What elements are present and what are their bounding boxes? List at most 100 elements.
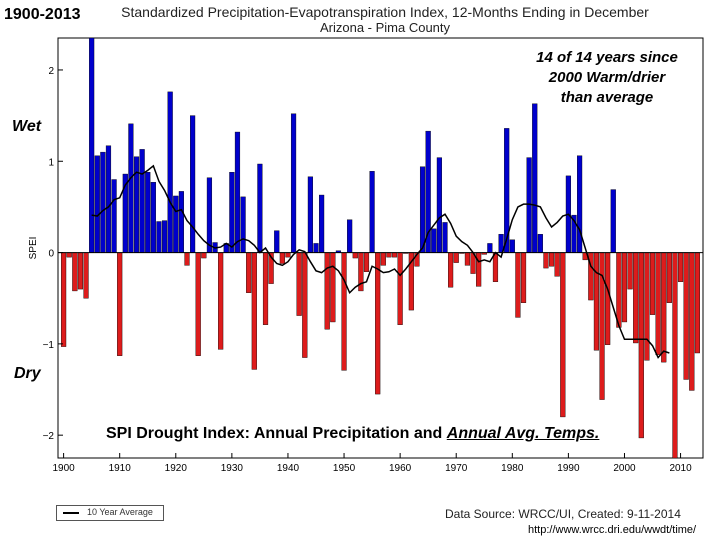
bar-1998	[610, 189, 616, 253]
bar-1917	[156, 221, 162, 253]
bar-2009	[672, 252, 678, 459]
bar-1936	[262, 252, 269, 325]
chart-title: Standardized Precipitation-Evapotranspir…	[121, 4, 649, 20]
caption-underlined: Annual Avg. Temps.	[446, 425, 600, 442]
bar-1946	[319, 194, 325, 253]
bar-1945	[313, 243, 319, 253]
bar-1921	[178, 191, 184, 253]
bar-1928	[218, 252, 224, 350]
bar-1951	[347, 219, 353, 253]
bar-1913	[133, 156, 140, 253]
x-tick-label-1910: 1910	[109, 463, 132, 474]
bar-1926	[206, 177, 213, 253]
bar-1950	[341, 252, 347, 371]
bar-2003	[638, 252, 644, 439]
bar-1910	[117, 252, 123, 356]
x-tick-label-1990: 1990	[557, 463, 580, 474]
legend: 10 Year Average	[56, 505, 164, 521]
bar-1952	[352, 252, 358, 259]
bar-1968	[442, 222, 448, 253]
bar-1908	[105, 145, 112, 253]
bar-1995	[593, 252, 600, 351]
bar-1992	[577, 155, 583, 253]
bar-1935	[257, 163, 263, 253]
bar-1989	[560, 252, 566, 418]
x-tick-label-1980: 1980	[501, 463, 524, 474]
wet-label: Wet	[12, 118, 42, 135]
bar-1976	[487, 243, 493, 253]
bar-1999	[616, 252, 622, 328]
bar-1954	[363, 252, 370, 272]
bar-2010	[677, 252, 684, 282]
x-tick-label-1940: 1940	[277, 463, 300, 474]
bar-1901	[66, 252, 72, 258]
bar-2005	[649, 252, 656, 315]
bar-2004	[644, 252, 650, 361]
caption: SPI Drought Index: Annual Precipitation …	[106, 425, 599, 443]
axes-group: 1900 1910 1920 1930 1940 1950 1960 1970 1980 1990…	[43, 66, 693, 474]
x-tick-label-2000: 2000	[613, 463, 636, 474]
bar-2013	[694, 252, 700, 354]
source-url: http://www.wrcc.dri.edu/wwdt/time/	[528, 524, 697, 536]
bar-1925	[201, 252, 207, 259]
bar-1938	[274, 230, 280, 253]
bar-1942	[296, 252, 302, 316]
bar-1912	[128, 123, 134, 253]
data-source-note: Data Source: WRCC/UI, Created: 9-11-2014	[445, 507, 681, 521]
bar-1980	[509, 239, 515, 253]
x-tick-label-1900: 1900	[52, 463, 75, 474]
bar-1933	[246, 252, 252, 293]
bar-1987	[548, 252, 555, 267]
y-tick-label-2: 2	[48, 66, 54, 77]
bar-1941	[290, 113, 297, 253]
bar-1931	[234, 131, 241, 253]
bar-1967	[436, 157, 442, 253]
bar-1982	[520, 252, 527, 303]
bar-1970	[453, 252, 459, 263]
x-tick-label-1920: 1920	[165, 463, 188, 474]
x-tick-label-2010: 2010	[669, 463, 692, 474]
bar-1915	[145, 172, 151, 253]
period-label: 1900-2013	[4, 6, 81, 23]
bar-1919	[167, 91, 173, 253]
bar-1907	[100, 151, 106, 253]
bar-1934	[251, 252, 257, 370]
bar-2007	[661, 252, 667, 363]
bar-1939	[279, 252, 285, 264]
bar-1984	[532, 103, 538, 253]
bar-1986	[543, 252, 549, 269]
bar-1922	[184, 252, 190, 266]
bar-1914	[139, 149, 145, 253]
caption-prefix: SPI Drought Index: Annual Precipitation …	[106, 425, 447, 442]
x-tick-label-1950: 1950	[333, 463, 356, 474]
bar-2006	[655, 252, 661, 356]
bar-1909	[111, 179, 117, 253]
bar-1944	[307, 176, 313, 253]
bar-1958	[386, 252, 392, 258]
bar-1948	[330, 252, 336, 323]
bar-2012	[689, 252, 695, 391]
annotation-text: 14 of 14 years since 2000 Warm/drier tha…	[536, 49, 678, 106]
bar-1981	[515, 252, 521, 318]
x-tick-label-1960: 1960	[389, 463, 412, 474]
y-tick-label--1: −1	[43, 340, 55, 351]
bar-1956	[375, 252, 381, 395]
y-tick-label--2: −2	[43, 431, 55, 442]
ten-year-average-line	[91, 164, 670, 359]
legend-line-swatch	[63, 512, 79, 514]
bar-1904	[83, 252, 89, 299]
dry-label: Dry	[14, 365, 41, 382]
bar-1924	[195, 252, 201, 356]
bar-1969	[448, 252, 454, 288]
bar-1955	[369, 171, 375, 253]
bars-group	[61, 37, 700, 459]
bar-1916	[150, 182, 156, 253]
legend-label: 10 Year Average	[87, 507, 153, 517]
bar-1918	[161, 220, 168, 253]
bar-1997	[605, 252, 611, 345]
bar-2001	[627, 252, 633, 290]
bar-1960	[397, 252, 403, 325]
y-tick-label-0: 0	[48, 249, 54, 260]
bar-1906	[94, 155, 100, 253]
